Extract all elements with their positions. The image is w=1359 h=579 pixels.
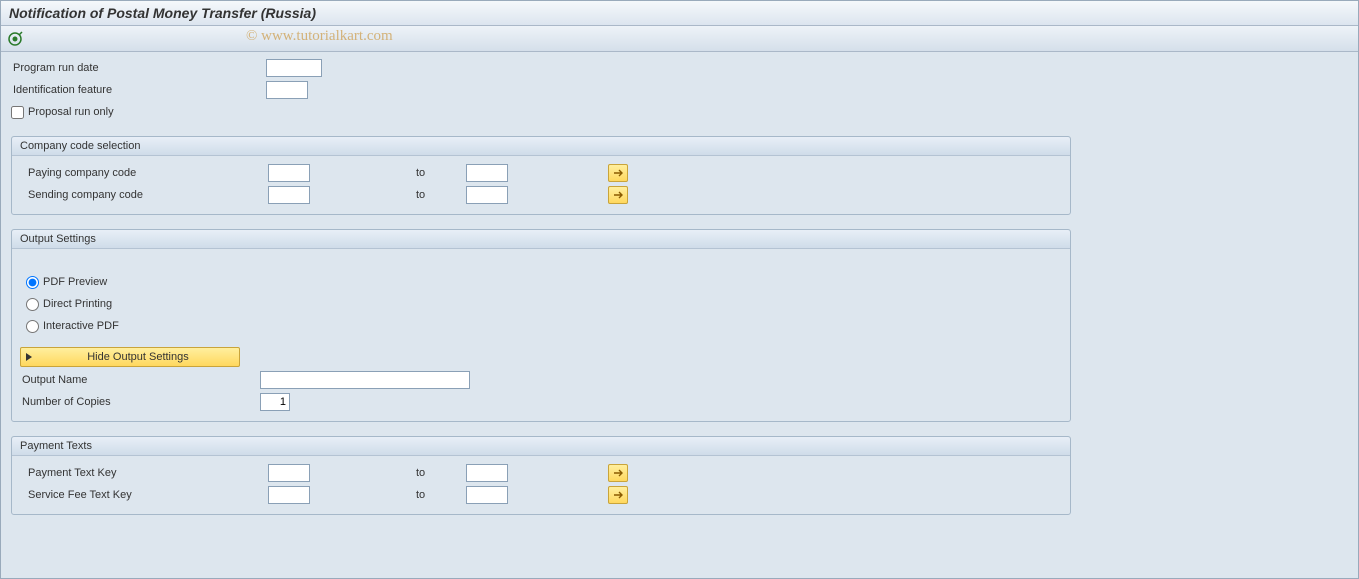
interactive-pdf-radio[interactable] <box>26 320 39 333</box>
direct-printing-label: Direct Printing <box>43 298 112 310</box>
to-label: to <box>416 489 466 501</box>
to-label: to <box>416 189 466 201</box>
output-settings-group-title: Output Settings <box>12 230 1070 249</box>
hide-output-settings-button[interactable]: Hide Output Settings <box>20 347 240 367</box>
interactive-pdf-label: Interactive PDF <box>43 320 119 332</box>
to-label: to <box>416 467 466 479</box>
multi-select-button[interactable] <box>608 486 628 504</box>
output-settings-group: Output Settings PDF Preview Direct Print… <box>11 229 1071 422</box>
pdf-preview-label: PDF Preview <box>43 276 107 288</box>
content-area: Program run date Identification feature … <box>1 52 1358 525</box>
output-name-label: Output Name <box>20 374 260 386</box>
service-fee-text-key-to-input[interactable] <box>466 486 508 504</box>
watermark-text: © www.tutorialkart.com <box>246 28 393 45</box>
toolbar: © www.tutorialkart.com <box>1 26 1358 52</box>
company-code-group: Company code selection Paying company co… <box>11 136 1071 215</box>
service-fee-text-key-from-input[interactable] <box>268 486 310 504</box>
number-of-copies-label: Number of Copies <box>20 396 260 408</box>
multi-select-button[interactable] <box>608 464 628 482</box>
sending-company-label: Sending company code <box>20 189 268 201</box>
to-label: to <box>416 167 466 179</box>
identification-label: Identification feature <box>11 84 266 96</box>
sending-company-from-input[interactable] <box>268 186 310 204</box>
company-code-group-title: Company code selection <box>12 137 1070 156</box>
pdf-preview-radio[interactable] <box>26 276 39 289</box>
number-of-copies-input[interactable] <box>260 393 290 411</box>
sending-company-to-input[interactable] <box>466 186 508 204</box>
paying-company-label: Paying company code <box>20 167 268 179</box>
multi-select-button[interactable] <box>608 186 628 204</box>
hide-output-settings-label: Hide Output Settings <box>37 351 239 363</box>
program-run-date-label: Program run date <box>11 62 266 74</box>
multi-select-button[interactable] <box>608 164 628 182</box>
proposal-checkbox[interactable] <box>11 106 24 119</box>
payment-text-key-to-input[interactable] <box>466 464 508 482</box>
direct-printing-radio[interactable] <box>26 298 39 311</box>
program-run-date-input[interactable] <box>266 59 322 77</box>
payment-texts-group: Payment Texts Payment Text Key to Servic… <box>11 436 1071 515</box>
payment-texts-group-title: Payment Texts <box>12 437 1070 456</box>
paying-company-to-input[interactable] <box>466 164 508 182</box>
payment-text-key-from-input[interactable] <box>268 464 310 482</box>
app-frame: Notification of Postal Money Transfer (R… <box>0 0 1359 579</box>
proposal-label: Proposal run only <box>28 106 114 118</box>
execute-icon[interactable] <box>7 31 23 47</box>
identification-input[interactable] <box>266 81 308 99</box>
payment-text-key-label: Payment Text Key <box>20 467 268 479</box>
paying-company-from-input[interactable] <box>268 164 310 182</box>
triangle-right-icon <box>21 352 37 362</box>
service-fee-text-key-label: Service Fee Text Key <box>20 489 268 501</box>
output-name-input[interactable] <box>260 371 470 389</box>
page-title: Notification of Postal Money Transfer (R… <box>1 1 1358 26</box>
